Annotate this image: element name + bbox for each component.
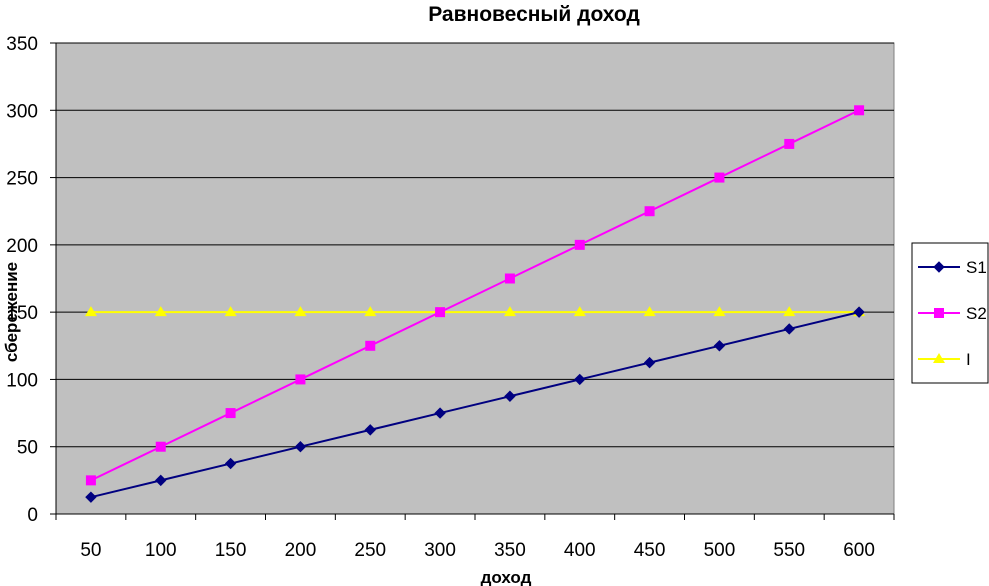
legend-item-I: I xyxy=(918,350,971,369)
series-point xyxy=(504,390,516,402)
series-point xyxy=(294,306,307,317)
series-point xyxy=(574,373,586,386)
series-point xyxy=(225,408,236,419)
series-I xyxy=(84,306,866,317)
x-tick-label: 400 xyxy=(564,540,596,561)
series-point xyxy=(854,105,865,116)
series-point xyxy=(224,306,237,317)
y-tick-label: 0 xyxy=(27,505,38,526)
series-line xyxy=(90,109,860,482)
series-point xyxy=(643,356,656,369)
x-tick-label: 50 xyxy=(80,540,101,561)
legend: S1 S2 I xyxy=(911,242,989,384)
series-point xyxy=(783,323,795,335)
series-point xyxy=(933,261,945,273)
y-tick-label: 100 xyxy=(6,370,38,391)
legend-label: I xyxy=(966,350,971,369)
series-point xyxy=(224,457,237,470)
legend-label: S1 xyxy=(966,258,987,277)
legend-item-S2: S2 xyxy=(918,304,987,323)
y-axis-title: сбережение xyxy=(2,262,21,362)
x-tick-label: 150 xyxy=(215,540,247,561)
x-tick-label: 100 xyxy=(145,540,177,561)
series-point xyxy=(644,206,655,217)
series-point xyxy=(435,307,446,318)
x-tick-label: 450 xyxy=(634,540,666,561)
x-axis-title: доход xyxy=(481,568,532,586)
series-point xyxy=(714,172,725,183)
legend-label: S2 xyxy=(966,304,987,323)
series-point xyxy=(643,306,656,317)
y-tick-label: 200 xyxy=(6,236,38,257)
series-point xyxy=(503,306,516,317)
y-tick-label: 50 xyxy=(17,438,38,459)
x-tick-label: 600 xyxy=(843,540,875,561)
series-point xyxy=(434,407,446,419)
series-point xyxy=(934,308,944,318)
series-point xyxy=(853,306,865,318)
series-point xyxy=(154,306,167,317)
series-point xyxy=(573,306,586,317)
y-tick-label: 150 xyxy=(6,303,38,324)
x-tick-label: 200 xyxy=(285,540,317,561)
chart-title: Равновесный доход xyxy=(428,3,640,26)
series-point xyxy=(85,491,97,503)
series-S1 xyxy=(85,306,865,503)
series-point xyxy=(84,306,97,317)
series-point xyxy=(294,441,307,453)
series-point xyxy=(574,239,585,250)
series-point xyxy=(365,340,376,351)
series-line xyxy=(90,311,860,499)
plot-area xyxy=(55,42,895,515)
x-axis: 50 100 150 200 250 300 350 400 450 500 550 600 xyxy=(55,513,895,561)
series-point xyxy=(155,441,166,452)
series-layer xyxy=(84,105,866,503)
series-point xyxy=(295,374,306,385)
series-point xyxy=(933,353,945,363)
x-tick-label: 350 xyxy=(494,540,526,561)
legend-item-S1: S1 xyxy=(918,258,987,277)
series-S2 xyxy=(85,105,865,486)
series-point xyxy=(713,340,726,352)
y-axis: 0 50 100 150 200 250 300 350 xyxy=(6,34,57,526)
series-point xyxy=(364,424,376,436)
y-tick-label: 250 xyxy=(6,169,38,190)
series-point xyxy=(155,474,167,487)
series-point xyxy=(784,138,795,149)
series-point xyxy=(85,475,96,486)
series-point xyxy=(364,306,377,317)
y-tick-label: 300 xyxy=(6,101,38,122)
x-tick-label: 250 xyxy=(354,540,386,561)
series-point xyxy=(783,306,796,317)
x-tick-label: 550 xyxy=(773,540,805,561)
y-tick-label: 350 xyxy=(6,34,38,55)
x-tick-label: 300 xyxy=(424,540,456,561)
x-tick-label: 500 xyxy=(704,540,736,561)
series-point xyxy=(713,306,726,317)
series-point xyxy=(504,273,515,284)
